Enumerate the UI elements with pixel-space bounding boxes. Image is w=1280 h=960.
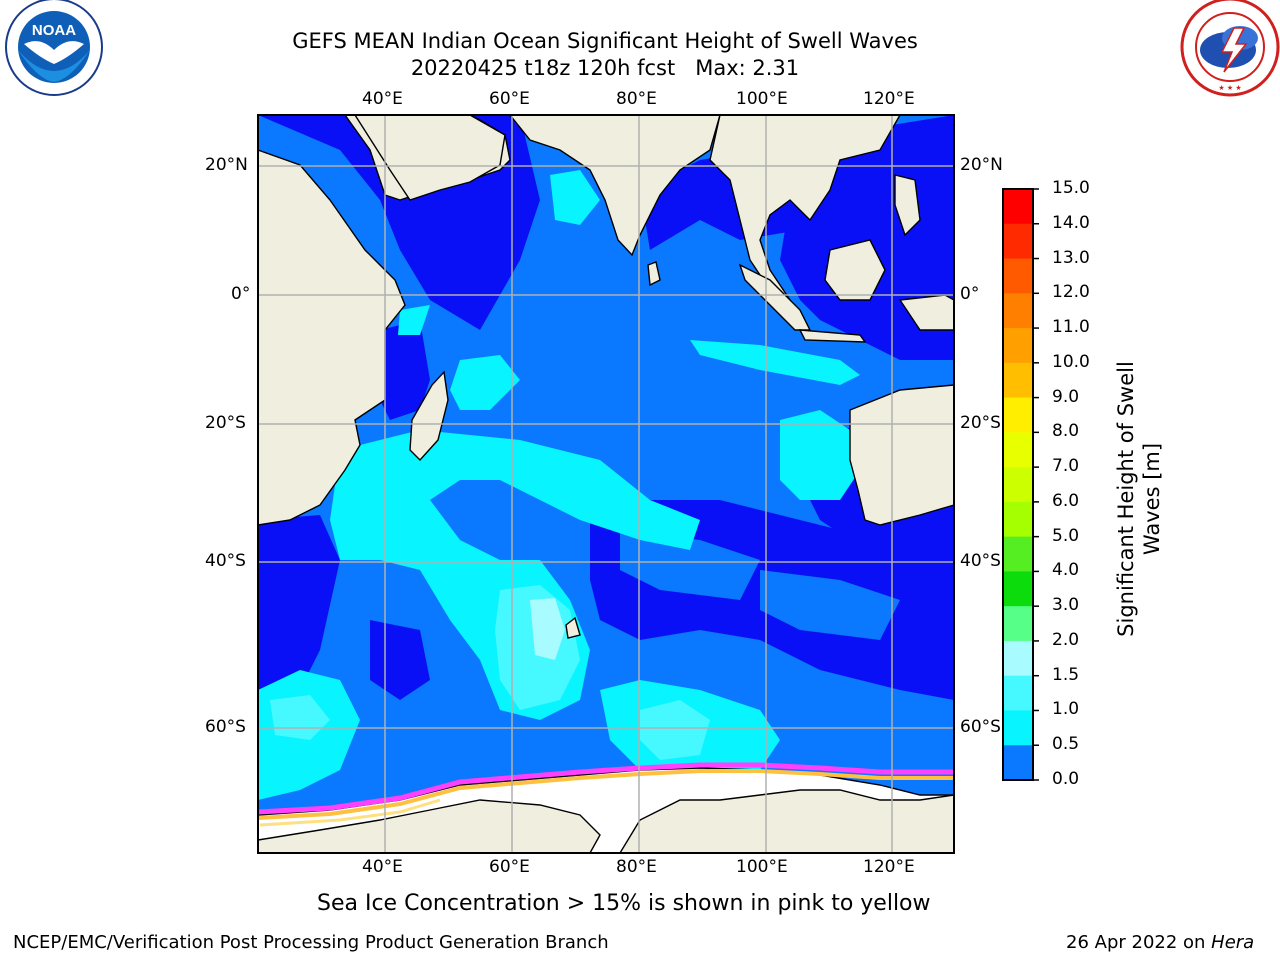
lat-label-left-60s: 60°S xyxy=(205,717,246,737)
india xyxy=(509,115,721,257)
lon-label-bottom-80e: 80°E xyxy=(616,857,657,877)
lat-label-left-20s: 20°S xyxy=(205,413,246,433)
footer-left: NCEP/EMC/Verification Post Processing Pr… xyxy=(13,932,609,953)
colorbar-label-line1: Significant Height of Swell xyxy=(1114,361,1138,637)
sea-ice-note: Sea Ice Concentration > 15% is shown in … xyxy=(317,891,931,916)
colorbar-label-line2: Waves [m] xyxy=(1140,442,1164,556)
map-content xyxy=(258,115,954,853)
colorbar-tick-label: 14.0 xyxy=(1052,212,1090,233)
pale-cyan-swell-regions xyxy=(530,598,565,660)
lat-label-right-0: 0° xyxy=(960,284,980,304)
colorbar-tick-label: 0.5 xyxy=(1052,734,1080,755)
chart-title-line2: 20220425 t18z 120h fcst Max: 2.31 xyxy=(410,56,800,80)
kerguelen xyxy=(565,616,581,639)
land xyxy=(258,115,954,853)
lat-label-left-40s: 40°S xyxy=(205,551,246,571)
sea-ice-edge xyxy=(258,762,954,827)
colorbar-tick-label: 12.0 xyxy=(1052,282,1090,303)
colorbar-tick-label: 4.0 xyxy=(1052,560,1080,581)
lat-label-left-0: 0° xyxy=(231,284,251,304)
footer-right: 26 Apr 2022 on Hera xyxy=(1066,932,1254,953)
colorbar-tick-label: 3.0 xyxy=(1052,595,1080,616)
lon-label-top-80e: 80°E xyxy=(616,89,657,109)
madagascar xyxy=(409,370,449,462)
colorbar-tick-label: 15.0 xyxy=(1052,178,1090,198)
colorbar-tick-label: 1.0 xyxy=(1052,699,1080,720)
lon-label-top-100e: 100°E xyxy=(736,89,788,109)
colorbar-tick-label: 0.0 xyxy=(1052,769,1080,789)
colorbar-tick-label: 8.0 xyxy=(1052,421,1080,442)
colorbar-tick-label: 6.0 xyxy=(1052,490,1080,511)
map-frame xyxy=(257,114,955,854)
lon-label-bottom-120e: 120°E xyxy=(863,857,915,877)
lon-label-bottom-60e: 60°E xyxy=(489,857,530,877)
lon-label-bottom-100e: 100°E xyxy=(736,857,788,877)
lon-label-top-60e: 60°E xyxy=(489,89,530,109)
borneo xyxy=(824,239,886,301)
footer-machine: Hera xyxy=(1211,932,1255,953)
lon-label-top-40e: 40°E xyxy=(362,89,403,109)
arabia xyxy=(354,115,506,201)
lat-label-right-60s: 60°S xyxy=(960,717,1001,737)
colorbar-tick-label: 9.0 xyxy=(1052,386,1080,407)
australia xyxy=(849,384,954,526)
colorbar-tick-label: 13.0 xyxy=(1052,247,1090,268)
colorbar-label: Significant Height of Swell Waves [m] xyxy=(1113,334,1167,664)
lat-label-right-20s: 20°S xyxy=(960,413,1001,433)
colorbar-tick-label: 2.0 xyxy=(1052,629,1080,650)
colorbar-tick-label: 11.0 xyxy=(1052,317,1090,338)
lon-label-top-120e: 120°E xyxy=(863,89,915,109)
lat-label-left-20n: 20°N xyxy=(205,155,248,175)
footer-date: 26 Apr 2022 on xyxy=(1066,932,1212,953)
colorbar-tick-label: 10.0 xyxy=(1052,351,1090,372)
colorbar-tick-label: 5.0 xyxy=(1052,525,1080,546)
southeast-asia xyxy=(709,115,901,302)
map-grid xyxy=(258,115,954,853)
lat-label-right-40s: 40°S xyxy=(960,551,1001,571)
lon-label-bottom-40e: 40°E xyxy=(362,857,403,877)
colorbar-tick-label: 7.0 xyxy=(1052,456,1080,477)
chart-title-line1: GEFS MEAN Indian Ocean Significant Heigh… xyxy=(292,29,918,53)
lat-label-right-20n: 20°N xyxy=(960,155,1003,175)
colorbar-tick-label: 1.5 xyxy=(1052,664,1080,685)
